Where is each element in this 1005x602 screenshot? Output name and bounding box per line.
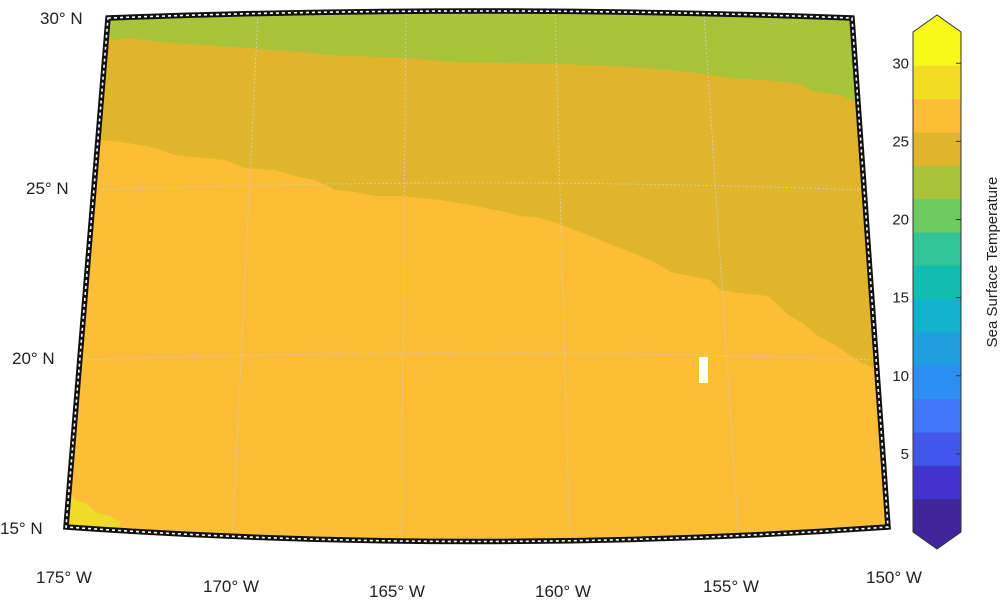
colorbar-segment	[913, 15, 961, 66]
map-frame-inner	[65, 10, 889, 543]
colorbar-outline	[912, 14, 962, 550]
colorbar-title: Sea Surface Temperature	[984, 177, 1001, 348]
colorbar-segment	[913, 298, 961, 333]
colorbar-tick-label: 5	[901, 446, 909, 463]
meridian-155w	[703, 11, 740, 542]
lon-label-165w: 165° W	[369, 582, 425, 601]
colorbar-segment	[913, 498, 961, 549]
lat-label-25n: 25° N	[26, 179, 69, 198]
lat-label-20n: 20° N	[12, 349, 55, 368]
colorbar-segment	[913, 165, 961, 200]
lon-label-175w: 175° W	[36, 568, 92, 587]
colorbar-segment	[913, 232, 961, 266]
colorbar: 30 25 20 15 10 5 Sea Surface Temperature	[892, 14, 1001, 550]
colorbar-tick-label: 30	[892, 55, 909, 72]
lon-label-150w: 150° W	[866, 568, 922, 587]
colorbar-segment	[913, 465, 961, 500]
missing-data-cell	[699, 357, 708, 383]
latitude-labels: 30° N 25° N 20° N 15° N	[0, 9, 83, 538]
colorbar-segment	[913, 332, 961, 366]
mid-temperature-region	[66, 11, 888, 375]
lon-label-160w: 160° W	[535, 582, 591, 601]
longitude-labels: 175° W 170° W 165° W 160° W 155° W 150° …	[36, 568, 922, 601]
colorbar-tick-label: 20	[892, 212, 909, 229]
colorbar-segment	[913, 65, 961, 100]
map-area	[66, 11, 888, 542]
parallel-25n	[93, 182, 866, 191]
colorbar-segment	[913, 432, 961, 466]
colorbar-segment	[913, 132, 961, 166]
colorbar-segment	[913, 365, 961, 400]
lat-label-30n: 30° N	[40, 9, 83, 28]
lat-label-15n: 15° N	[0, 519, 43, 538]
colorbar-tick-label: 25	[892, 133, 909, 150]
colorbar-segment	[913, 265, 961, 300]
hot-patch	[66, 490, 120, 542]
lon-label-155w: 155° W	[703, 577, 759, 596]
colorbar-segment	[913, 198, 961, 233]
cool-temperature-region	[66, 11, 888, 108]
colorbar-segment	[913, 398, 961, 433]
meridian-170w	[231, 13, 259, 542]
lon-label-170w: 170° W	[203, 577, 259, 596]
colorbar-tick-label: 15	[892, 290, 909, 307]
graticule	[79, 11, 877, 542]
colorbar-tick-label: 10	[892, 368, 909, 385]
colorbar-segment	[913, 98, 961, 133]
